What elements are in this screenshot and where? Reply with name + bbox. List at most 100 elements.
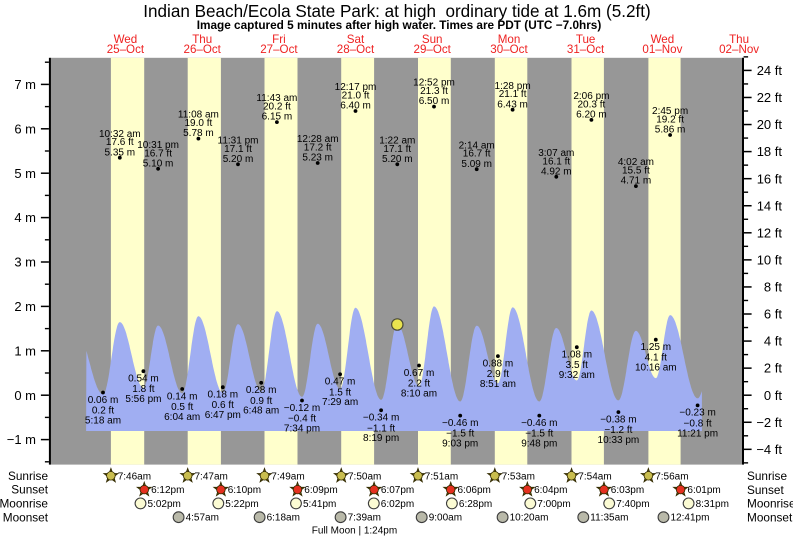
svg-text:7 m: 7 m (14, 77, 36, 92)
svg-text:17.1 ft: 17.1 ft (383, 144, 411, 155)
svg-text:9:03 pm: 9:03 pm (442, 439, 478, 450)
svg-text:0.28 m: 0.28 m (246, 385, 277, 396)
svg-text:18 ft: 18 ft (757, 144, 783, 159)
svg-text:6:07pm: 6:07pm (381, 485, 414, 496)
svg-text:6 ft: 6 ft (764, 307, 782, 322)
svg-text:19.2 ft: 19.2 ft (656, 115, 684, 126)
svg-text:10:32 am: 10:32 am (99, 129, 141, 140)
svg-text:−4 ft: −4 ft (756, 442, 782, 457)
svg-text:−0.23 m: −0.23 m (679, 408, 715, 419)
svg-text:12 ft: 12 ft (757, 225, 783, 240)
svg-text:5:56 pm: 5:56 pm (125, 394, 161, 405)
svg-text:17.1 ft: 17.1 ft (224, 144, 252, 155)
svg-text:6:04 am: 6:04 am (164, 412, 200, 423)
svg-text:16 ft: 16 ft (757, 171, 783, 186)
svg-text:1 m: 1 m (14, 343, 36, 358)
svg-text:5:02pm: 5:02pm (148, 499, 181, 510)
svg-text:6:02pm: 6:02pm (381, 499, 414, 510)
svg-text:26–Oct: 26–Oct (184, 43, 222, 56)
svg-text:7:00pm: 7:00pm (537, 499, 570, 510)
svg-text:−0.46 m: −0.46 m (521, 418, 557, 429)
svg-text:−1.2 ft: −1.2 ft (604, 425, 632, 436)
svg-text:12:52 pm: 12:52 pm (413, 78, 455, 89)
svg-text:Moonrise: Moonrise (747, 497, 793, 511)
svg-text:0.67 m: 0.67 m (404, 368, 435, 379)
svg-text:2 m: 2 m (14, 299, 36, 314)
svg-text:14 ft: 14 ft (757, 198, 783, 213)
svg-text:7:49am: 7:49am (271, 471, 304, 482)
svg-text:6:18am: 6:18am (267, 513, 300, 524)
svg-text:20.3 ft: 20.3 ft (577, 99, 605, 110)
svg-text:7:56am: 7:56am (655, 471, 688, 482)
svg-text:0.06 m: 0.06 m (88, 395, 119, 406)
svg-text:19.0 ft: 19.0 ft (184, 118, 212, 129)
svg-text:1.5 ft: 1.5 ft (329, 387, 351, 398)
svg-text:4.71 m: 4.71 m (621, 176, 652, 187)
svg-text:11:35am: 11:35am (590, 513, 628, 524)
svg-text:7:40pm: 7:40pm (616, 499, 649, 510)
svg-text:10:20am: 10:20am (510, 513, 549, 524)
svg-text:2:06 pm: 2:06 pm (573, 91, 609, 102)
svg-text:28–Oct: 28–Oct (337, 43, 375, 56)
svg-text:10:31 pm: 10:31 pm (137, 140, 179, 151)
svg-text:9:48 pm: 9:48 pm (521, 439, 557, 450)
svg-text:7:50am: 7:50am (348, 471, 381, 482)
svg-text:29–Oct: 29–Oct (414, 43, 452, 56)
svg-text:−0.4 ft: −0.4 ft (288, 414, 316, 425)
svg-text:30–Oct: 30–Oct (490, 43, 528, 56)
svg-text:−2 ft: −2 ft (756, 415, 782, 430)
svg-text:1:28 pm: 1:28 pm (495, 81, 531, 92)
svg-text:6:28pm: 6:28pm (459, 499, 492, 510)
svg-text:7:46am: 7:46am (118, 471, 151, 482)
svg-text:7:54am: 7:54am (578, 471, 611, 482)
svg-text:0.18 m: 0.18 m (208, 390, 239, 401)
svg-text:Sunset: Sunset (11, 483, 48, 497)
svg-text:−1.5 ft: −1.5 ft (446, 429, 474, 440)
svg-text:1.8 ft: 1.8 ft (132, 384, 154, 395)
svg-text:5.20 m: 5.20 m (382, 154, 413, 165)
svg-text:8 ft: 8 ft (764, 280, 782, 295)
svg-text:−0.34 m: −0.34 m (363, 413, 399, 424)
svg-text:8:31pm: 8:31pm (696, 499, 729, 510)
svg-text:3 m: 3 m (14, 255, 36, 270)
svg-text:0.47 m: 0.47 m (325, 377, 356, 388)
svg-text:20.2 ft: 20.2 ft (263, 102, 291, 113)
svg-text:8:19 pm: 8:19 pm (363, 433, 399, 444)
svg-text:6:04pm: 6:04pm (534, 485, 567, 496)
svg-text:17.2 ft: 17.2 ft (304, 143, 332, 154)
svg-text:6.50 m: 6.50 m (419, 96, 450, 107)
svg-text:7:39am: 7:39am (348, 513, 381, 524)
svg-text:0.5 ft: 0.5 ft (171, 402, 193, 413)
svg-text:6:09pm: 6:09pm (304, 485, 337, 496)
svg-text:12:28 am: 12:28 am (297, 134, 339, 145)
svg-text:8:51 am: 8:51 am (480, 379, 516, 390)
svg-text:4.92 m: 4.92 m (541, 166, 572, 177)
svg-text:0.9 ft: 0.9 ft (250, 396, 272, 407)
svg-text:5:41pm: 5:41pm (303, 499, 336, 510)
svg-text:24 ft: 24 ft (757, 63, 783, 78)
svg-text:Indian Beach/Ecola State Park:: Indian Beach/Ecola State Park: at high o… (143, 2, 650, 21)
svg-text:0.14 m: 0.14 m (167, 391, 198, 402)
svg-text:5.35 m: 5.35 m (105, 147, 136, 158)
svg-text:−0.46 m: −0.46 m (442, 418, 478, 429)
svg-text:15.5 ft: 15.5 ft (622, 166, 650, 177)
svg-text:−0.38 m: −0.38 m (600, 414, 636, 425)
svg-text:4.1 ft: 4.1 ft (645, 353, 667, 364)
svg-text:Image captured 5 minutes after: Image captured 5 minutes after high wate… (197, 18, 602, 32)
svg-text:22 ft: 22 ft (757, 90, 783, 105)
svg-text:6:06pm: 6:06pm (458, 485, 491, 496)
svg-text:7:47am: 7:47am (195, 471, 228, 482)
svg-text:5.10 m: 5.10 m (143, 158, 174, 169)
svg-text:1.08 m: 1.08 m (562, 350, 593, 361)
svg-text:2.9 ft: 2.9 ft (487, 369, 509, 380)
svg-text:01–Nov: 01–Nov (642, 43, 682, 56)
svg-text:6:01pm: 6:01pm (687, 485, 720, 496)
svg-text:Wed: Wed (114, 33, 138, 46)
svg-text:4 ft: 4 ft (764, 334, 782, 349)
svg-text:Fri: Fri (272, 33, 286, 46)
svg-text:20 ft: 20 ft (757, 117, 783, 132)
svg-text:6.43 m: 6.43 m (497, 99, 528, 110)
svg-text:4 m: 4 m (14, 210, 36, 225)
svg-text:Wed: Wed (651, 33, 675, 46)
svg-text:02–Nov: 02–Nov (719, 43, 759, 56)
